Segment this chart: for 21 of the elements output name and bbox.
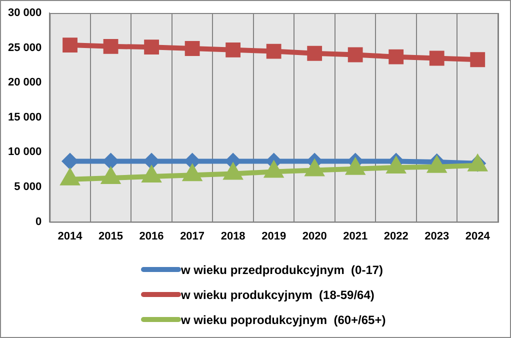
legend-label: w wieku poprodukcyjnym (60+/65+) xyxy=(181,312,386,326)
x-tick-label: 2020 xyxy=(302,230,327,242)
y-tick-label: 10 000 xyxy=(8,146,42,158)
x-tick-label: 2015 xyxy=(98,230,124,242)
x-tick-label: 2017 xyxy=(180,230,205,242)
y-tick-label: 0 xyxy=(36,216,42,228)
y-tick-label: 20 000 xyxy=(8,76,42,89)
y-tick-label: 30 000 xyxy=(8,7,42,20)
x-tick-label: 2024 xyxy=(465,230,491,242)
y-tick-label: 5 000 xyxy=(14,181,42,194)
x-tick-label: 2022 xyxy=(384,230,408,242)
x-tick-label: 2021 xyxy=(343,230,368,242)
y-tick-label: 15 000 xyxy=(8,111,42,124)
x-tick-label: 2014 xyxy=(58,230,84,242)
x-tick-label: 2018 xyxy=(220,230,246,242)
x-tick-label: 2016 xyxy=(139,230,164,242)
legend-label: w wieku produkcyjnym (18-59/64) xyxy=(181,288,374,302)
legend-label: w wieku przedprodukcyjnym (0-17) xyxy=(181,262,384,276)
y-tick-label: 25 000 xyxy=(8,42,42,54)
x-tick-label: 2019 xyxy=(262,230,286,242)
x-tick-label: 2023 xyxy=(424,230,450,242)
